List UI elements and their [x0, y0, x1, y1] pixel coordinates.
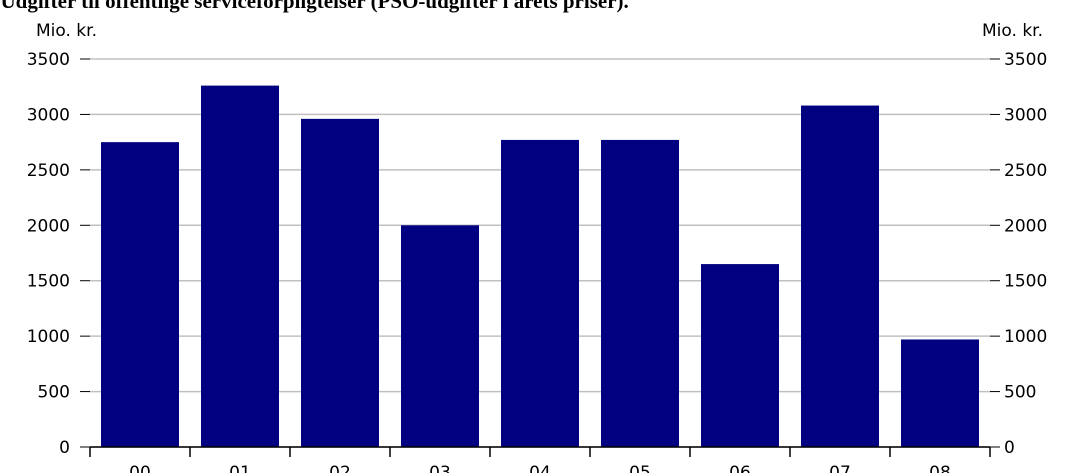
x-tick-label: 04	[529, 463, 551, 473]
y2-tick-label: 3000	[1004, 105, 1047, 125]
x-tick-label: 06	[729, 463, 751, 473]
y-axis-label: Mio. kr.	[36, 21, 97, 41]
y2-tick-label: 2500	[1004, 161, 1047, 181]
y2-axis-label: Mio. kr.	[982, 21, 1043, 41]
bar	[401, 225, 479, 447]
bar	[901, 339, 979, 447]
y-tick-label: 2000	[27, 216, 70, 236]
bar	[201, 85, 279, 447]
y2-tick-label: 500	[1004, 383, 1036, 403]
y-tick-label: 1500	[27, 272, 70, 292]
y2-tick-label: 0	[1004, 438, 1015, 458]
y-tick-label: 2500	[27, 161, 70, 181]
bar	[701, 264, 779, 447]
y2-tick-label: 1500	[1004, 272, 1047, 292]
x-tick-label: 01	[229, 463, 251, 473]
bar	[301, 118, 379, 447]
bar	[101, 142, 179, 447]
bar	[501, 139, 579, 447]
x-tick-label: 03	[429, 463, 451, 473]
y2-tick-label: 1000	[1004, 327, 1047, 347]
x-tick-label: 05	[629, 463, 651, 473]
chart-title: . Udgifter til offentlige serviceforplig…	[0, 0, 629, 13]
x-tick-label: 02	[329, 463, 351, 473]
bar	[801, 105, 879, 447]
x-tick-label: 00	[129, 463, 151, 473]
y2-tick-label: 2000	[1004, 216, 1047, 236]
y-tick-label: 0	[59, 438, 70, 458]
y-tick-label: 3500	[27, 50, 70, 70]
y-tick-label: 3000	[27, 105, 70, 125]
x-tick-label: 07	[829, 463, 851, 473]
bar	[601, 139, 679, 447]
y-tick-label: 500	[38, 383, 70, 403]
y2-tick-label: 3500	[1004, 50, 1047, 70]
y-tick-label: 1000	[27, 327, 70, 347]
x-tick-label: 08	[929, 463, 951, 473]
